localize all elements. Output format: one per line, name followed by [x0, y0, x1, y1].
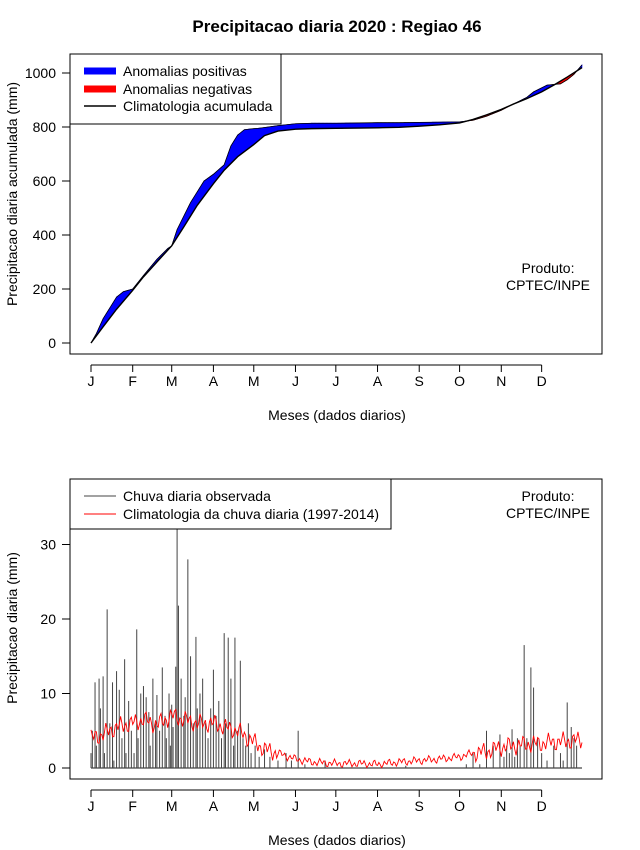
daily-x-tick-label: N: [496, 798, 506, 814]
cumulative-x-tick-label: A: [209, 373, 219, 389]
legend-observed-label: Chuva diaria observada: [123, 488, 271, 504]
daily-y-axis-label: Precipitacao diaria (mm): [4, 552, 20, 704]
cumulative-series-lines: [90, 64, 583, 344]
cumulative-y-tick-label: 600: [33, 173, 57, 189]
legend-positive-label: Anomalias positivas: [123, 63, 247, 79]
cumulative-y-axis-label: Precipitacao diaria acumulada (mm): [4, 82, 20, 306]
daily-x-tick-label: A: [373, 798, 383, 814]
cumulative-y-tick-label: 1000: [25, 65, 56, 81]
cumulative-product-label: Produto:: [522, 260, 575, 276]
cumulative-y-tick-label: 0: [48, 335, 56, 351]
cumulative-x-tick-label: M: [248, 373, 260, 389]
cumulative-y-tick-label: 200: [33, 281, 57, 297]
cumulative-product-source: CPTEC/INPE: [506, 277, 590, 293]
cumulative-x-tick-label: J: [292, 373, 299, 389]
daily-x-tick-label: M: [248, 798, 260, 814]
daily-y-axis: 0 10 20 30: [40, 537, 71, 776]
cumulative-x-axis-label: Meses (dados diarios): [268, 407, 406, 423]
daily-x-tick-label: A: [209, 798, 219, 814]
cumulative-legend: Anomalias positivas Anomalias negativas …: [69, 53, 282, 125]
daily-y-tick-label: 0: [48, 760, 56, 776]
daily-x-tick-label: J: [88, 798, 95, 814]
daily-climatology-polyline: [90, 708, 583, 769]
legend-daily-climatology-label: Climatologia da chuva diaria (1997-2014): [123, 506, 379, 522]
daily-legend: Chuva diaria observada Climatologia da c…: [69, 478, 392, 530]
legend-climatology-label: Climatologia acumulada: [123, 98, 273, 114]
daily-product-source: CPTEC/INPE: [506, 505, 590, 521]
daily-x-tick-label: J: [332, 798, 339, 814]
cumulative-y-axis: 0 200 400 600 800 1000: [25, 65, 71, 351]
cumulative-x-tick-label: J: [332, 373, 339, 389]
cumulative-x-tick-label: J: [88, 373, 95, 389]
cumulative-x-tick-label: F: [128, 373, 137, 389]
legend-negative-label: Anomalias negativas: [123, 81, 252, 97]
chart-title: Precipitacao diaria 2020 : Regiao 46: [192, 17, 481, 36]
cumulative-x-tick-label: D: [537, 373, 547, 389]
cumulative-plot-area: [90, 64, 583, 344]
cumulative-x-tick-label: O: [454, 373, 465, 389]
cumulative-x-tick-label: N: [496, 373, 506, 389]
cumulative-x-tick-label: A: [373, 373, 383, 389]
daily-x-tick-label: D: [537, 798, 547, 814]
daily-x-tick-label: O: [454, 798, 465, 814]
cumulative-y-tick-label: 400: [33, 227, 57, 243]
cumulative-panel: 0 200 400 600 800 1000 J F M A M J J A S O N D Precipita…: [4, 53, 603, 423]
daily-x-tick-label: J: [292, 798, 299, 814]
daily-x-tick-label: F: [128, 798, 137, 814]
daily-climatology-line: [90, 708, 583, 769]
daily-y-tick-label: 20: [40, 611, 56, 627]
daily-x-tick-label: S: [415, 798, 424, 814]
daily-product-label: Produto:: [522, 488, 575, 504]
climatology-cumulative-line: [90, 67, 583, 344]
cumulative-y-tick-label: 800: [33, 119, 57, 135]
daily-x-axis-label: Meses (dados diarios): [268, 832, 406, 848]
daily-plot-area: [90, 525, 583, 769]
daily-panel: 0 10 20 30 J F M A M J J A S O N D Precipitacao diaria…: [4, 478, 603, 848]
cumulative-negative-anomaly-fill: [467, 70, 577, 122]
daily-y-tick-label: 10: [40, 686, 56, 702]
cumulative-x-tick-label: S: [415, 373, 424, 389]
daily-y-tick-label: 30: [40, 537, 56, 553]
daily-legend-box: [69, 478, 392, 530]
cumulative-x-tick-label: M: [166, 373, 178, 389]
daily-x-tick-label: M: [166, 798, 178, 814]
daily-observed-bars: [90, 525, 582, 769]
